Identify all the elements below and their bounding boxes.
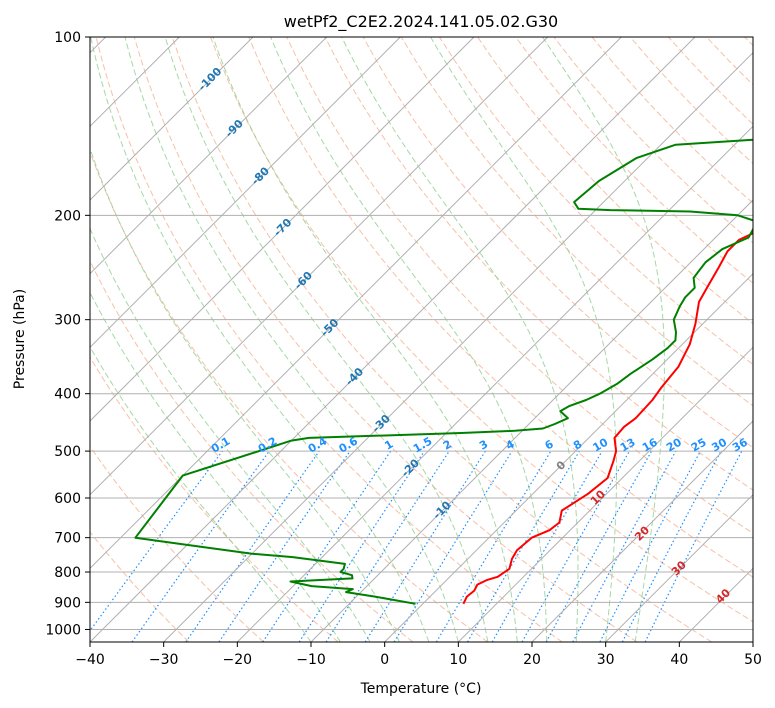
moist-adiabat-line [164,37,489,642]
mixing-ratio-line [644,450,743,642]
mixing-ratio-line [393,450,513,642]
isotherm-line [90,37,401,349]
moist-adiabat-line [90,345,312,642]
chart-title: wetPf2_C2E2.2024.141.05.02.G30 [284,12,558,32]
isotherm-line [236,125,753,642]
isotherm-line [90,37,549,496]
x-tick-label: 0 [380,652,389,668]
plot-area: 0.1 0.2 0.4 0.6 1 1.5 2 3 4 6 8 10 13 16 20 25 30 36-100-… [90,37,753,642]
dry-adiabat-line [438,37,753,366]
mixing-ratio-line [572,450,677,642]
y-tick-label: 500 [54,444,81,460]
y-tick-label: 400 [54,387,81,403]
moist-adiabat-line [430,37,617,642]
x-tick-label: −10 [296,652,326,668]
x-tick-label: −30 [149,652,179,668]
dry-adiabat-line [515,37,753,284]
dry-adiabat-line [90,445,264,642]
moist-adiabats [90,37,665,642]
mixing-ratio-line [298,450,425,642]
moist-adiabat-line [90,227,371,642]
isotherm-line [90,37,622,570]
x-tick-label: 40 [670,652,688,668]
dry-adiabat-line [90,150,488,642]
y-tick-label: 800 [54,565,81,581]
mixing-ratio-line [131,450,270,642]
dry-adiabat-line [95,37,563,642]
isotherm-line [90,37,254,201]
dry-adiabat-line [248,37,753,578]
dewpoint-line [134,138,753,605]
pressure-gridlines [90,37,753,630]
mixing-ratio-line [90,450,223,632]
isotherm-line [384,272,753,642]
x-axis-label: Temperature (°C) [360,681,482,697]
isotherm-line [531,420,753,642]
isotherm-line [90,37,328,275]
sounding-profiles [134,138,753,605]
mixing-ratio-line [521,450,631,642]
moist-adiabat-line [212,37,518,642]
x-tick-label: 30 [597,652,615,668]
mixing-ratio-line [325,450,450,642]
moist-adiabat-line [90,37,430,642]
y-tick-label: 1000 [45,622,81,638]
dry-adiabat-line [400,37,753,407]
dry-adiabats [90,37,753,642]
y-tick-label: 100 [54,30,81,46]
y-tick-label: 200 [54,208,81,224]
x-tick-label: −20 [223,652,253,668]
isotherm-line [310,199,753,642]
isotherm-gridlines [90,37,753,642]
dry-adiabat-line [90,531,190,642]
dry-adiabat-line [90,356,339,642]
y-tick-label: 900 [54,595,81,611]
x-tick-label: 20 [523,652,541,668]
isotherm-line [90,37,475,422]
mixing-ratio-lines [90,450,743,642]
x-tick-label: 10 [449,652,467,668]
x-tick-label: 50 [744,652,762,668]
moist-adiabat-line [542,37,665,642]
mixing-ratio-line [545,450,653,642]
dry-adiabat-line [210,37,753,623]
mixing-ratio-line [185,450,320,642]
isotherm-line [457,346,753,642]
x-tick-label: −40 [75,652,105,668]
temperature-line [462,232,753,605]
y-axis-label: Pressure (hPa) [12,289,28,389]
isotherm-line [163,51,753,642]
mixing-ratio-line [218,450,351,642]
y-tick-label: 300 [54,313,81,329]
isotherm-line [605,493,753,642]
moist-adiabat-line [341,37,579,642]
mixing-ratio-line [262,450,392,642]
y-axis: 100 200 300 400 500 600 700 800 900 1000 [45,30,90,638]
isotherm-line [90,37,696,642]
plot-frame [89,36,754,643]
y-tick-label: 600 [54,491,81,507]
x-axis: −40 −30 −20 −10 0 10 20 30 40 50 [75,642,762,668]
y-tick-label: 700 [54,531,81,547]
moist-adiabat-line [124,37,459,642]
moist-adiabat-line [90,147,400,642]
